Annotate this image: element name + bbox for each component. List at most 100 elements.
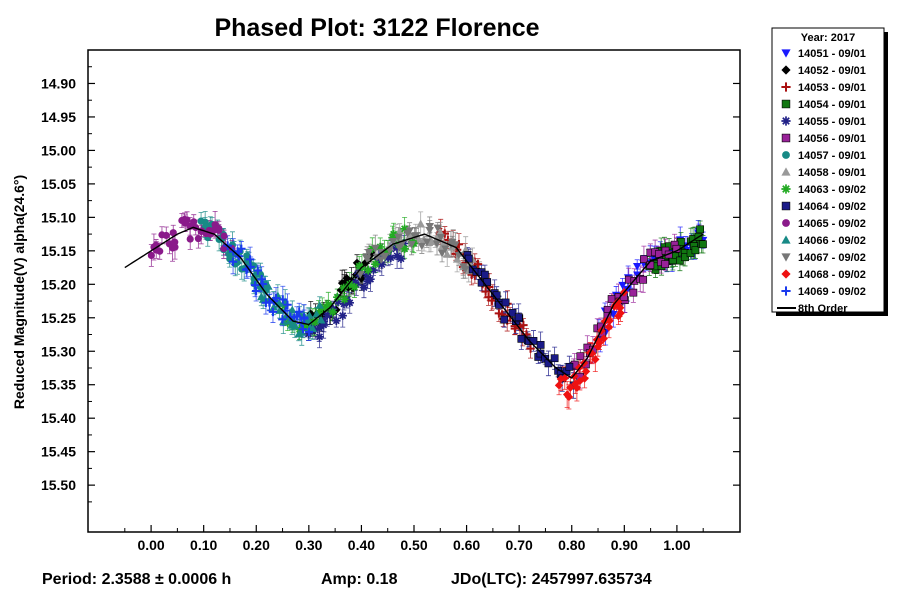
- data-point: [380, 248, 389, 257]
- data-point: [294, 307, 304, 316]
- x-tick-label: 0.00: [137, 537, 164, 553]
- data-point: [322, 303, 332, 312]
- data-point: [614, 311, 623, 321]
- data-point: [156, 247, 164, 255]
- data-point: [308, 324, 318, 333]
- data-point: [356, 271, 365, 279]
- data-point: [517, 334, 526, 343]
- data-point: [514, 313, 523, 322]
- legend-label: 14052 - 09/01: [798, 65, 866, 77]
- data-point: [681, 253, 689, 262]
- data-point: [351, 278, 360, 287]
- jdo-text: JDo(LTC): 2457997.635734: [451, 571, 652, 588]
- data-point: [237, 244, 246, 253]
- x-tick-label: 0.40: [348, 537, 375, 553]
- data-point: [481, 270, 489, 279]
- data-point: [345, 298, 354, 308]
- data-point: [339, 283, 348, 293]
- data-point: [536, 341, 545, 349]
- data-point: [405, 227, 414, 235]
- data-point: [275, 306, 284, 314]
- data-point: [280, 301, 289, 311]
- legend-marker: [781, 82, 791, 92]
- data-point: [392, 251, 402, 261]
- data-point: [441, 245, 450, 254]
- data-point: [324, 300, 333, 309]
- data-point: [377, 260, 387, 269]
- y-axis-label: Reduced Magnitude(V) alpha(24.6°): [11, 175, 27, 409]
- data-point: [436, 233, 445, 242]
- data-point: [312, 309, 321, 318]
- legend-label: 14063 - 09/02: [798, 184, 866, 196]
- data-point: [623, 285, 632, 294]
- chart-title: Phased Plot: 3122 Florence: [214, 14, 539, 42]
- data-point: [433, 224, 442, 233]
- data-point: [437, 249, 447, 258]
- data-point: [162, 231, 170, 239]
- data-point: [315, 332, 324, 342]
- x-tick-label: 0.20: [243, 537, 270, 553]
- data-point: [407, 240, 416, 249]
- data-point: [400, 224, 409, 234]
- data-point: [526, 344, 535, 353]
- data-point: [629, 288, 638, 297]
- data-points: [147, 215, 708, 402]
- data-point: [368, 244, 377, 253]
- data-point: [461, 245, 470, 253]
- legend-marker: [781, 269, 791, 279]
- data-point: [328, 307, 337, 317]
- legend-label: 14053 - 09/01: [798, 82, 866, 94]
- data-point: [571, 379, 580, 389]
- x-tick-label: 0.80: [558, 537, 585, 553]
- data-point: [395, 226, 404, 235]
- data-point: [397, 241, 406, 249]
- data-point: [481, 287, 490, 296]
- data-point: [696, 225, 705, 234]
- data-point: [501, 298, 510, 307]
- y-tick-label: 15.30: [41, 343, 76, 359]
- data-point: [366, 275, 375, 284]
- data-point: [604, 322, 614, 332]
- data-point: [317, 315, 326, 324]
- data-point: [394, 233, 403, 242]
- data-point: [639, 275, 648, 284]
- legend-label: 14067 - 09/02: [798, 252, 866, 264]
- data-point: [607, 295, 616, 303]
- data-point: [425, 226, 434, 235]
- legend-label: 14051 - 09/01: [798, 48, 866, 60]
- data-point: [278, 295, 288, 304]
- data-point: [300, 314, 309, 323]
- legend-marker: [782, 151, 790, 159]
- x-tick-label: 0.90: [611, 537, 638, 553]
- data-point: [554, 381, 564, 390]
- data-point: [171, 243, 179, 251]
- legend-marker: [782, 219, 790, 227]
- data-point: [376, 256, 386, 264]
- data-point: [333, 292, 342, 302]
- y-tick-label: 15.05: [41, 176, 76, 192]
- data-point: [271, 293, 281, 303]
- data-point: [508, 309, 517, 317]
- legend-label: 14068 - 09/02: [798, 269, 866, 281]
- y-tick-label: 15.25: [41, 310, 76, 326]
- data-point: [556, 374, 566, 384]
- data-point: [376, 242, 385, 252]
- data-point: [570, 372, 579, 381]
- data-point: [632, 262, 642, 271]
- data-point: [564, 392, 574, 402]
- data-point: [290, 321, 300, 330]
- data-point: [386, 253, 395, 262]
- legend-label: 14057 - 09/01: [798, 150, 866, 162]
- data-point: [691, 246, 700, 255]
- data-point: [345, 280, 354, 289]
- data-point: [383, 247, 393, 256]
- data-point: [251, 286, 261, 296]
- data-point: [228, 257, 238, 266]
- y-tick-label: 15.45: [41, 444, 76, 460]
- data-point: [233, 258, 241, 267]
- legend-marker: [781, 286, 791, 296]
- data-point: [473, 259, 483, 269]
- legend-label: 14055 - 09/01: [798, 116, 866, 128]
- data-point: [269, 302, 278, 311]
- legend-label: 14054 - 09/01: [798, 99, 866, 111]
